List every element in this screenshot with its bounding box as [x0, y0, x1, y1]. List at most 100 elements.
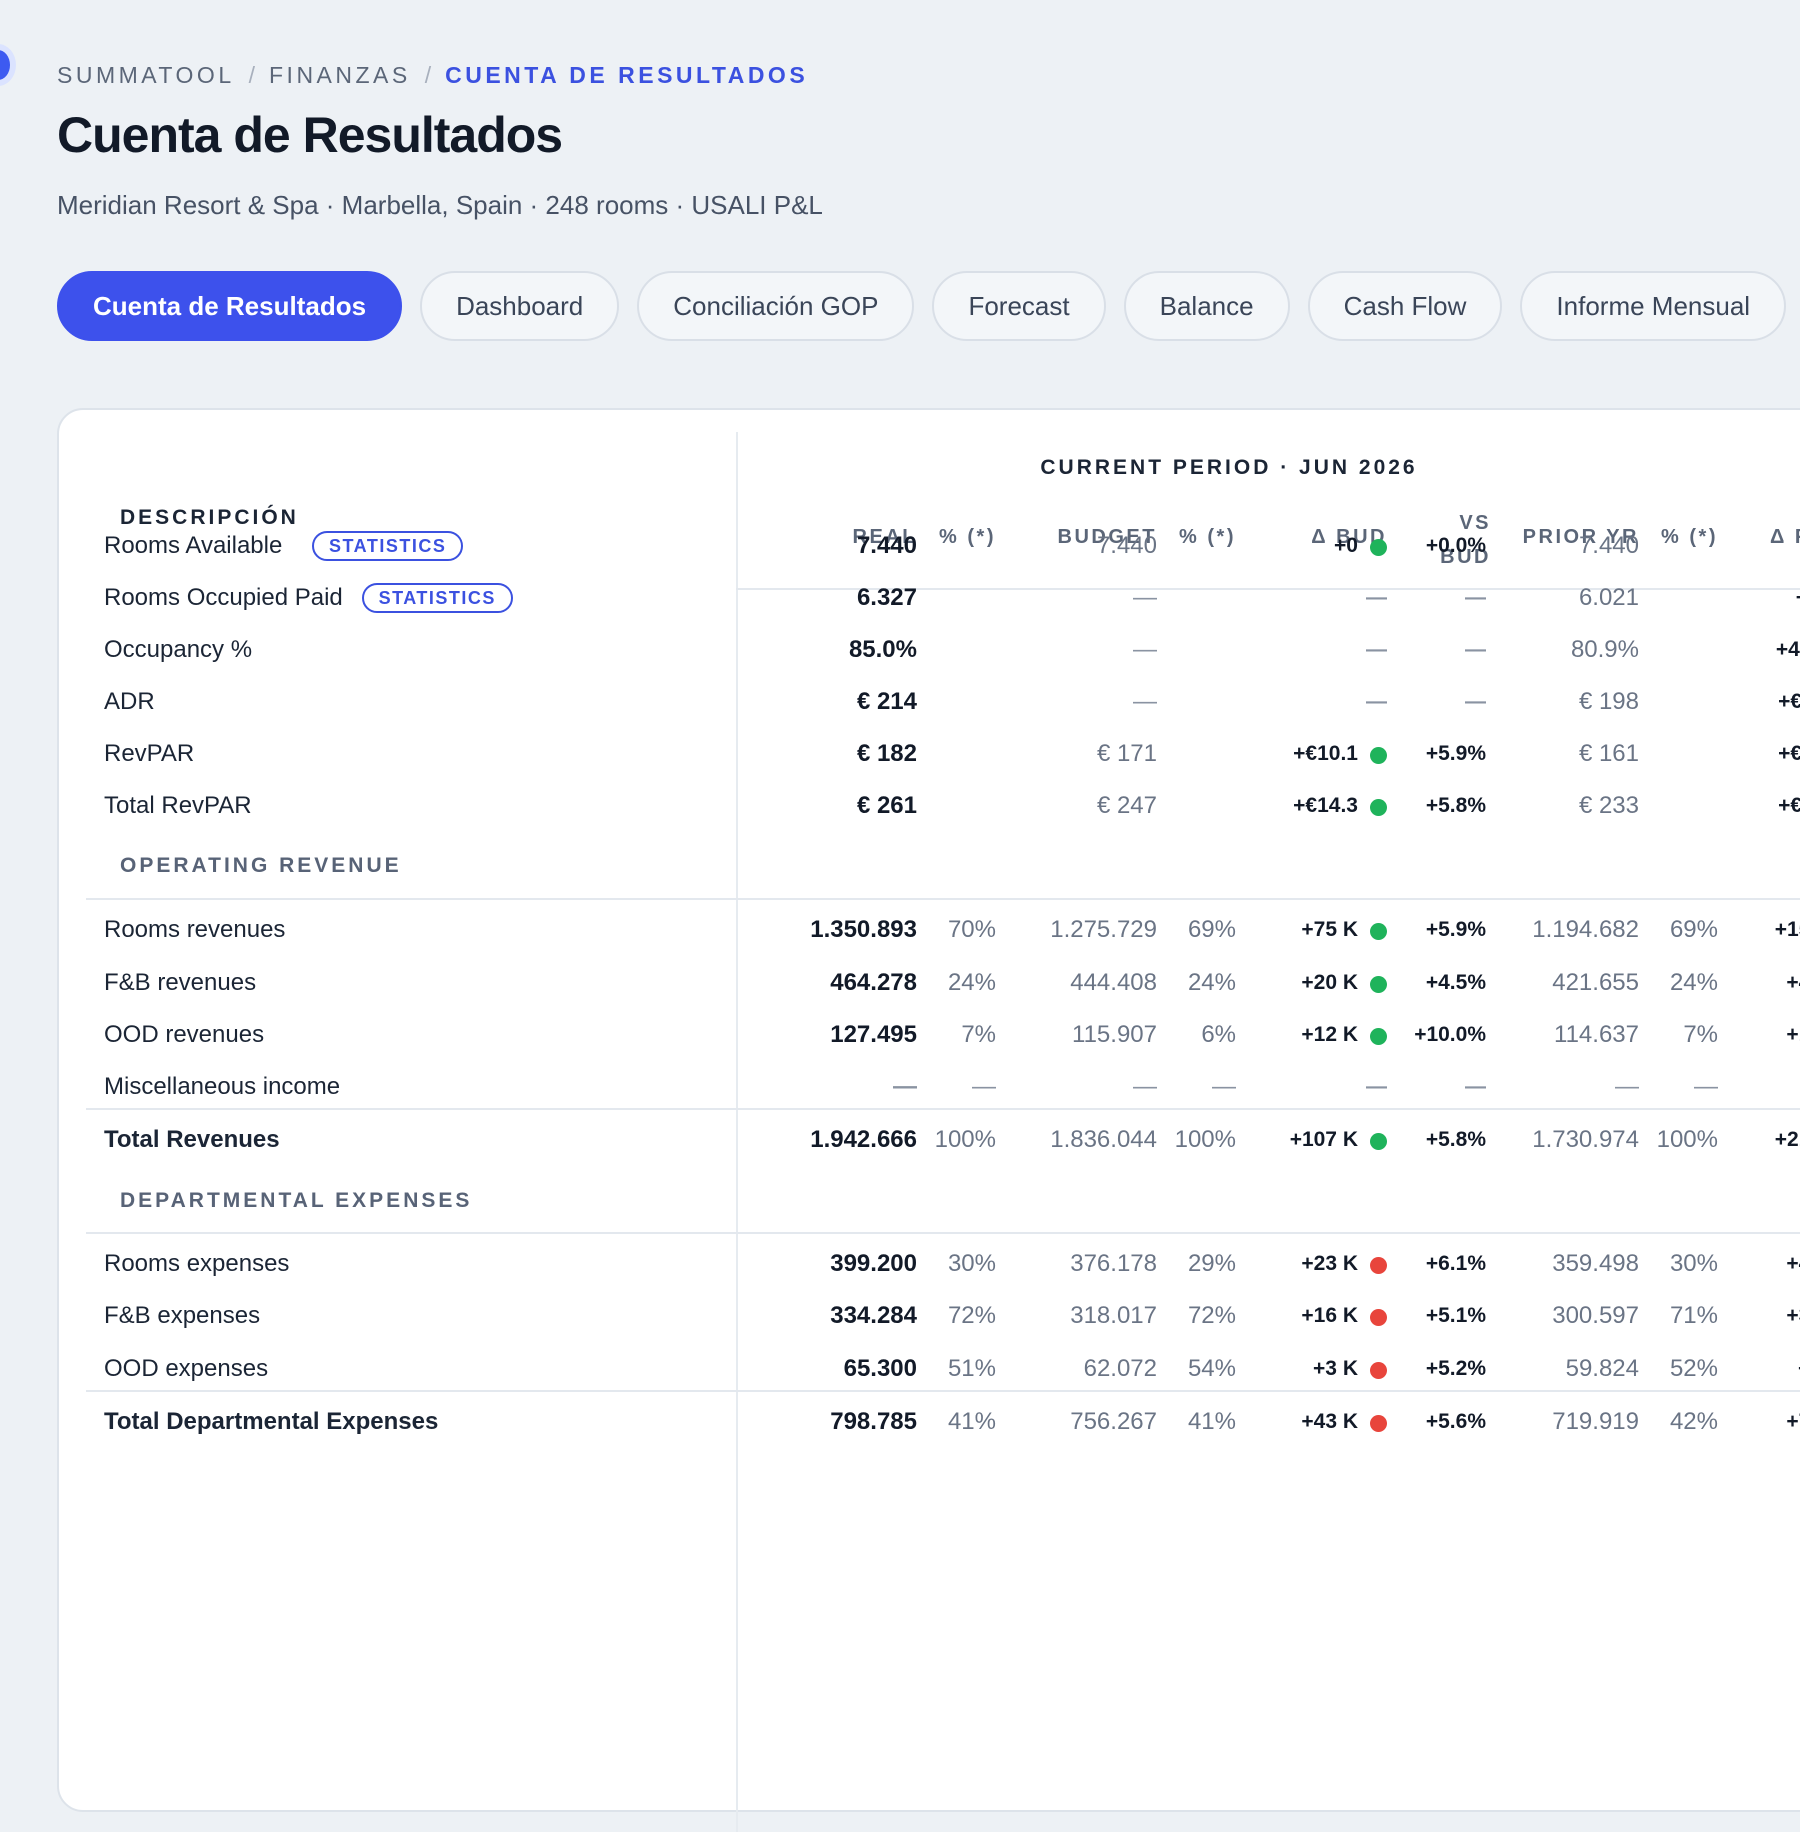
cell-real: 1.350.893: [810, 916, 917, 943]
total-row[interactable]: Total Revenues 1.942.666 100% 1.836.044 100%…: [59, 1112, 1800, 1168]
cell-real: 7.440: [856, 532, 917, 559]
period-title: CURRENT PERIOD · JUN 2026: [1040, 456, 1418, 479]
table-row[interactable]: F&B revenues 464.278 24% 444.408 24% +20 K +4.…: [59, 955, 1800, 1011]
breadcrumb: SUMMATOOL / FINANZAS / CUENTA DE RESULTADOS: [57, 62, 808, 89]
cell-dbud: +16 K: [1301, 1304, 1358, 1327]
row-label: OOD expenses: [104, 1355, 269, 1382]
table-row[interactable]: Total RevPAR € 261 € 247 +€14.3 +5.8% € 233 +€…: [59, 778, 1800, 834]
cell-vs: +0.0%: [1425, 534, 1486, 557]
tab-dashboard[interactable]: Dashboard: [420, 271, 620, 341]
cell-pct1: 24%: [947, 969, 996, 996]
cell-vs: —: [1465, 690, 1486, 713]
statistics-badge: STATISTICS: [312, 531, 464, 561]
cell-pct1: 100%: [934, 1126, 996, 1153]
breadcrumb-separator: /: [248, 62, 255, 88]
tab-conciliacion-gop[interactable]: Conciliación GOP: [637, 271, 915, 341]
cell-pct2: 69%: [1187, 916, 1236, 943]
cell-pct2: 54%: [1187, 1355, 1236, 1382]
cell-dbud: —: [1366, 1075, 1387, 1098]
total-divider: [86, 1390, 1800, 1392]
cell-pct3: 24%: [1669, 969, 1718, 996]
cell-pct3: 30%: [1669, 1250, 1718, 1277]
table-row[interactable]: ADR € 214 — — — € 198 +€15.1: [59, 674, 1800, 730]
variance-status-dot: [1370, 1257, 1387, 1274]
description-header: DESCRIPCIÓN: [120, 506, 299, 529]
cell-real: 1.942.666: [810, 1126, 917, 1153]
cell-real: € 182: [856, 740, 917, 767]
row-label: Rooms Occupied Paid: [104, 584, 343, 611]
header-real: REAL: [852, 526, 917, 548]
row-label: OOD revenues: [104, 1021, 265, 1048]
cell-dprior: +156 K: [1774, 918, 1800, 941]
cell-real: 127.495: [830, 1021, 917, 1048]
cell-real: 334.284: [830, 1302, 917, 1329]
table-row[interactable]: Miscellaneous income — — — — — — — —: [59, 1059, 1800, 1115]
cell-pct3: 69%: [1669, 916, 1718, 943]
cell-dprior: +5 K: [1733, 1341, 1800, 1397]
cell-dprior: +40 K: [1786, 1252, 1800, 1275]
cell-pct2: 29%: [1187, 1250, 1236, 1277]
cell-dprior: +€15.1: [1778, 690, 1800, 713]
breadcrumb-item[interactable]: FINANZAS: [269, 62, 411, 88]
cell-budget: —: [1133, 636, 1157, 663]
avatar[interactable]: [0, 50, 10, 80]
tab-informe-mensual[interactable]: Informe Mensual: [1520, 271, 1787, 341]
cell-pct1: 70%: [947, 916, 996, 943]
cell-vs: —: [1465, 638, 1486, 661]
cell-pct2: 24%: [1187, 969, 1236, 996]
table-row[interactable]: Rooms revenues 1.350.893 70% 1.275.729 69% +7…: [59, 902, 1800, 958]
row-label: Miscellaneous income: [104, 1073, 341, 1100]
table-row[interactable]: Rooms Available STATISTICS 7.440 7.440 +0 +0.…: [59, 518, 1800, 574]
cell-pct3: —: [1694, 1073, 1718, 1100]
cell-prior: 421.655: [1552, 969, 1639, 996]
header-budget: BUDGET: [1057, 526, 1157, 548]
cell-real: —: [893, 1073, 917, 1100]
cell-budget: 115.907: [1072, 1021, 1157, 1048]
header-divider: [736, 588, 1800, 590]
tab-forecast[interactable]: Forecast: [932, 271, 1106, 341]
cell-vs: —: [1465, 1075, 1486, 1098]
cell-pct3: 7%: [1683, 1021, 1718, 1048]
variance-status-dot: [1370, 976, 1387, 993]
cell-dbud: —: [1366, 586, 1387, 609]
cell-pct1: 7%: [961, 1021, 996, 1048]
row-label: F&B expenses: [104, 1302, 261, 1329]
row-label: Total Revenues: [104, 1126, 280, 1153]
cell-prior: € 198: [1578, 688, 1639, 715]
cell-budget: —: [1133, 584, 1157, 611]
variance-status-dot: [1370, 747, 1387, 764]
variance-status-dot: [1370, 1309, 1387, 1326]
table-row[interactable]: OOD expenses 65.300 51% 62.072 54% +3 K +5.2% 5…: [59, 1341, 1800, 1397]
header-pct-real: % (*): [939, 526, 996, 548]
table-row[interactable]: RevPAR € 182 € 171 +€10.1 +5.9% € 161 +€21.0: [59, 726, 1800, 782]
table-row[interactable]: Occupancy % 85.0% — — — 80.9% +4.1 pt: [59, 622, 1800, 678]
cell-budget: 1.275.729: [1050, 916, 1157, 943]
cell-pct1: —: [972, 1073, 996, 1100]
table-row[interactable]: F&B expenses 334.284 72% 318.017 72% +16 K +5.…: [59, 1288, 1800, 1344]
cell-dbud: +12 K: [1301, 1023, 1358, 1046]
table-row[interactable]: Rooms expenses 399.200 30% 376.178 29% +23 K +…: [59, 1236, 1800, 1292]
cell-vs: +5.6%: [1425, 1410, 1486, 1433]
cell-prior: € 233: [1578, 792, 1639, 819]
total-divider: [86, 1108, 1800, 1110]
tab-cuenta-de-resultados[interactable]: Cuenta de Resultados: [57, 271, 403, 341]
cell-vs: +5.9%: [1425, 918, 1486, 941]
cell-real: € 214: [856, 688, 917, 715]
cell-pct3: 42%: [1669, 1408, 1718, 1435]
header-bud: BUD: [1440, 546, 1491, 568]
table-row[interactable]: Rooms Occupied Paid STATISTICS 6.327 — — — 6.0…: [59, 570, 1800, 626]
total-row[interactable]: Total Departmental Expenses 798.785 41% 756…: [59, 1394, 1800, 1450]
cell-dbud: +75 K: [1301, 918, 1358, 941]
tab-balance[interactable]: Balance: [1123, 271, 1290, 341]
row-label: Occupancy %: [104, 636, 253, 663]
breadcrumb-item[interactable]: SUMMATOOL: [57, 62, 235, 88]
cell-budget: 376.178: [1070, 1250, 1157, 1277]
tab-cash-flow[interactable]: Cash Flow: [1307, 271, 1503, 341]
breadcrumb-current: CUENTA DE RESULTADOS: [445, 62, 809, 88]
cell-budget: 62.072: [1083, 1355, 1157, 1382]
row-label: ADR: [104, 688, 155, 715]
table-row[interactable]: OOD revenues 127.495 7% 115.907 6% +12 K +10.0…: [59, 1007, 1800, 1063]
cell-pct1: 51%: [947, 1355, 996, 1382]
cell-budget: € 247: [1096, 792, 1157, 819]
cell-dprior: +13 K: [1786, 1023, 1800, 1046]
